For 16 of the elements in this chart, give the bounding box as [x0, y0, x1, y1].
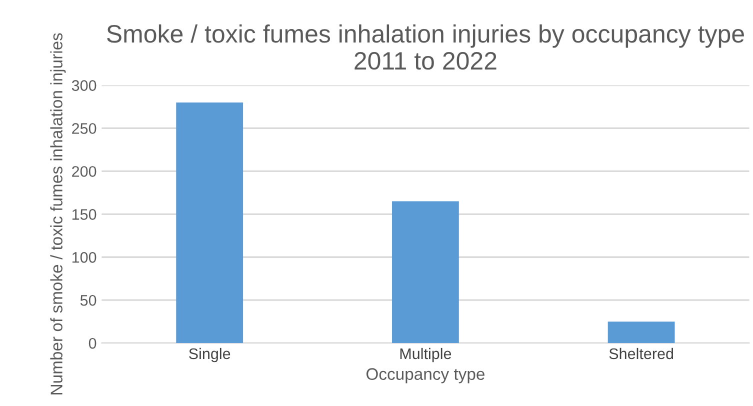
bar — [176, 102, 244, 344]
y-tick-label: 250 — [72, 123, 96, 134]
x-tick-label: Sheltered — [609, 348, 674, 360]
y-tick-label: 200 — [72, 166, 96, 177]
x-tick-label: Multiple — [400, 348, 452, 362]
y-tick-label: 50 — [80, 294, 96, 306]
bar — [608, 322, 675, 344]
bar — [392, 201, 459, 344]
chart-title: Smoke / toxic fumes inhalation injuries by occupancy type 2011 to 2022 — [106, 24, 744, 70]
y-tick-label: 100 — [72, 252, 96, 263]
x-axis-title: Occupancy type — [366, 368, 484, 384]
y-tick-label: 0 — [88, 338, 96, 349]
y-axis-title: Number of smoke / toxic fumes inhalation injuries — [50, 33, 66, 394]
y-tick-label: 150 — [72, 209, 96, 220]
x-tick-label: Single — [189, 348, 230, 362]
y-tick-label: 300 — [72, 80, 96, 91]
